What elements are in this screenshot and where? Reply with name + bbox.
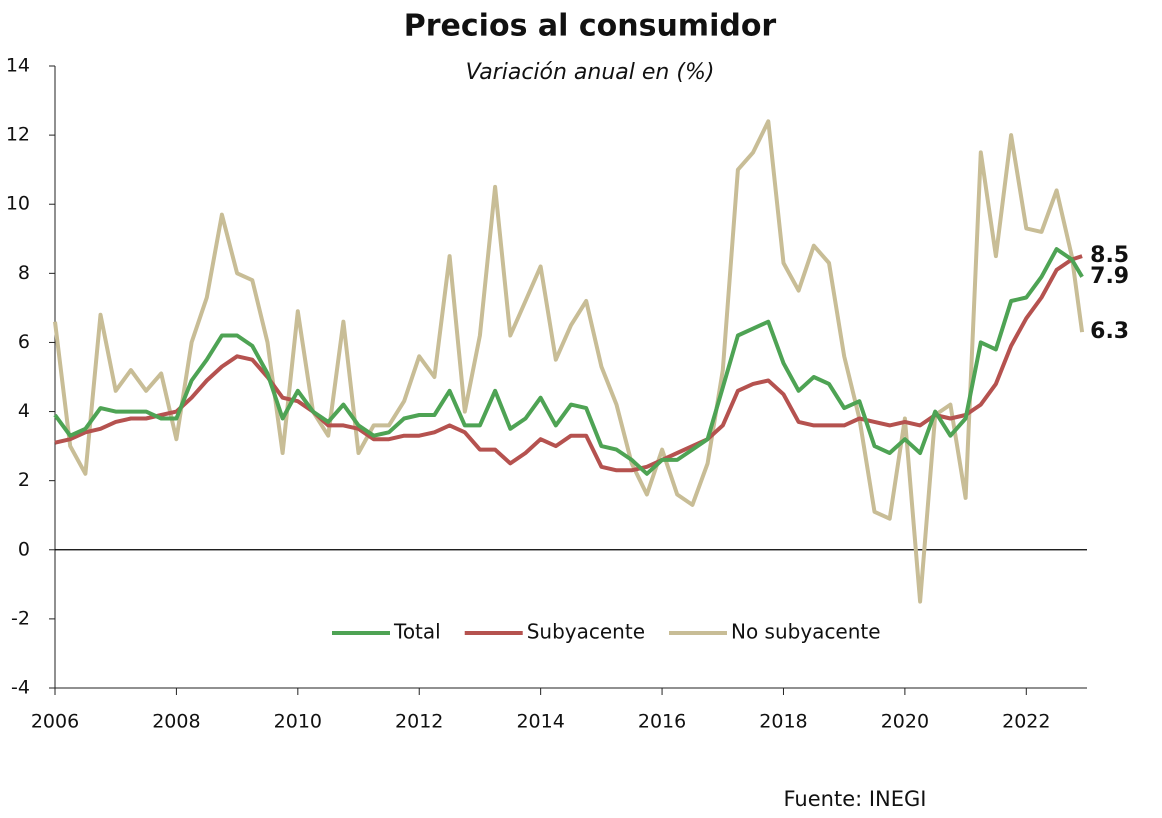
series-line (53, 247, 1084, 476)
y-tick-label: 2 (18, 469, 30, 491)
end-label: 7.9 (1090, 264, 1129, 289)
chart-title: Precios al consumidor (404, 9, 777, 44)
x-tick-label: 2022 (1002, 711, 1050, 733)
legend-label: No subyacente (731, 620, 881, 644)
end-label: 6.3 (1090, 319, 1129, 344)
y-tick-label: -4 (11, 677, 30, 699)
x-tick-label: 2012 (395, 711, 443, 733)
x-tick-label: 2016 (638, 711, 686, 733)
chart-subtitle: Variación anual en (%) (466, 60, 715, 85)
series-line (54, 254, 1083, 473)
source: Fuente: INEGI (783, 787, 926, 811)
legend-label: Subyacente (527, 620, 645, 644)
x-tick-label: 2008 (152, 711, 200, 733)
end-label: 8.5 (1090, 243, 1129, 268)
series-line (53, 119, 1085, 604)
x-tick-label: 2014 (516, 711, 564, 733)
y-tick-label: 10 (6, 193, 30, 215)
y-tick-label: 8 (18, 262, 30, 284)
y-tick-label: 0 (18, 538, 30, 560)
y-tick-label: 12 (6, 124, 30, 146)
x-tick-label: 2006 (31, 711, 79, 733)
legend-label: Total (393, 620, 441, 644)
x-tick-label: 2010 (274, 711, 322, 733)
x-tick-label: 2020 (881, 711, 929, 733)
x-tick-label: 2018 (759, 711, 807, 733)
y-tick-label: 14 (6, 55, 30, 77)
y-tick-label: -2 (11, 607, 30, 629)
y-tick-label: 4 (18, 400, 30, 422)
y-tick-label: 6 (18, 331, 30, 353)
